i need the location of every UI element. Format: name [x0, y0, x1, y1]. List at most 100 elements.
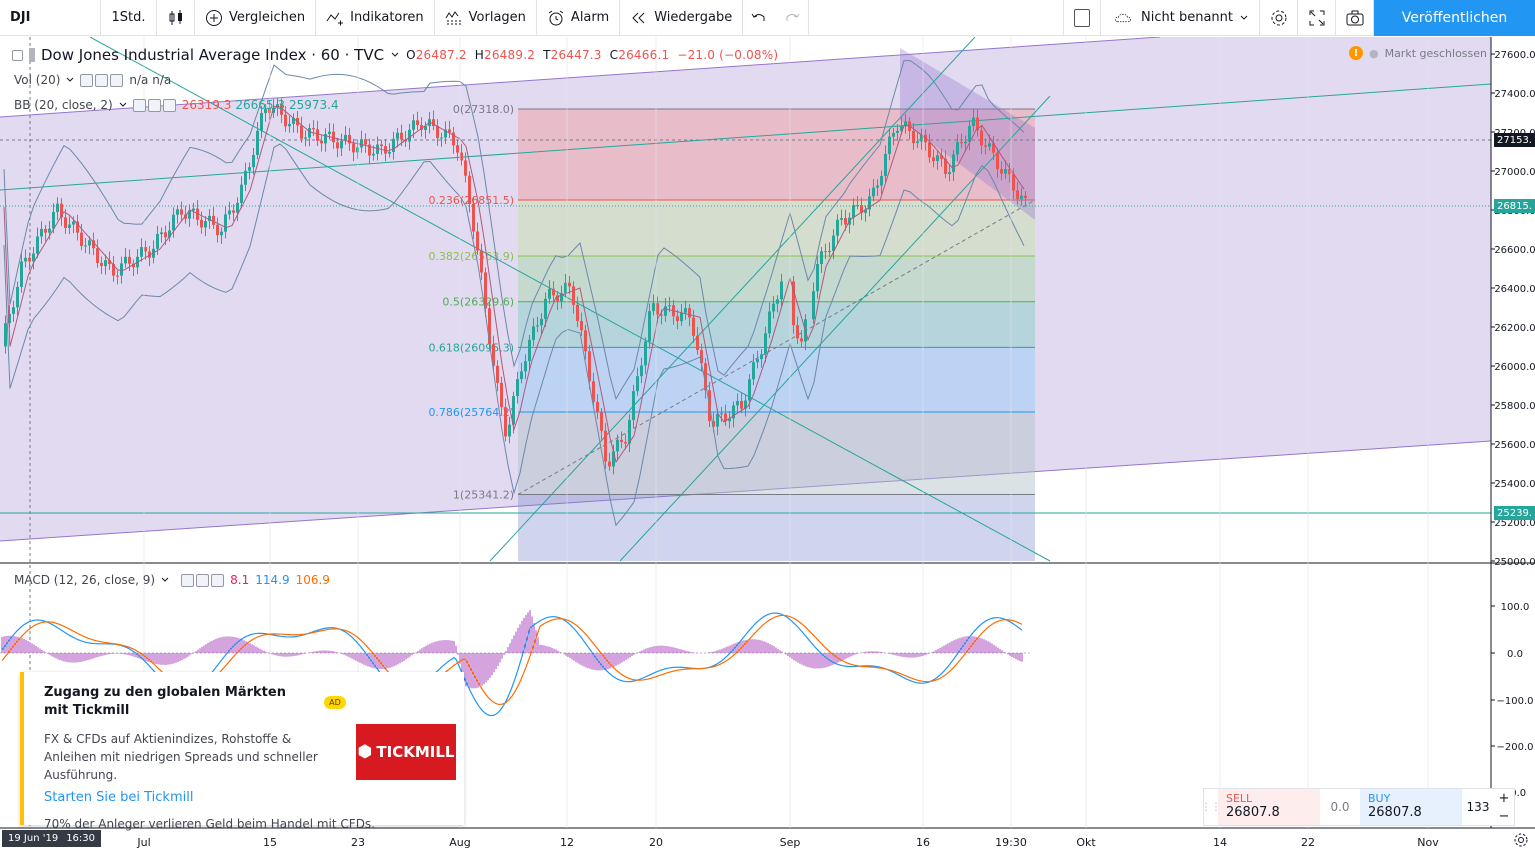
indicator-controls[interactable]	[132, 98, 176, 112]
candle-body	[244, 170, 247, 185]
candle-body	[900, 126, 903, 131]
indicator-controls[interactable]	[80, 73, 124, 87]
candle-body	[752, 362, 755, 380]
candle-body	[236, 202, 239, 213]
candle-body	[36, 236, 39, 254]
candle-body	[472, 203, 475, 232]
fib-level-label: 0(27318.0)	[453, 103, 514, 116]
sell-button[interactable]: SELL 26807.8	[1218, 789, 1320, 825]
candle-body	[724, 413, 727, 422]
chevron-down-icon[interactable]	[390, 48, 400, 62]
time-label: Okt	[1076, 836, 1096, 849]
bb-lower-value: 25973.4	[288, 98, 339, 112]
cloud-icon	[1111, 9, 1135, 27]
candle-body	[492, 344, 495, 366]
candle-body	[476, 231, 479, 251]
layout-name: Nicht benannt	[1141, 10, 1233, 25]
indicators-button[interactable]: Indikatoren	[316, 0, 435, 36]
templates-button[interactable]: Vorlagen	[435, 0, 537, 36]
time-label: Aug	[449, 836, 470, 849]
candle-body	[876, 185, 879, 188]
time-label: 15	[263, 836, 277, 849]
candle-body	[556, 295, 559, 302]
snapshot-button[interactable]	[1336, 0, 1374, 36]
fib-zone	[518, 256, 1035, 302]
candle-body	[588, 351, 591, 382]
bb-legend: BB (20, close, 2) 26319.3 26665.3 25973.…	[14, 98, 339, 112]
gear-icon	[1270, 9, 1288, 27]
candle-body	[308, 128, 311, 138]
candle-body	[112, 264, 115, 276]
symbol-search[interactable]: DJI	[0, 0, 101, 36]
buy-button[interactable]: BUY 26807.8	[1360, 789, 1462, 825]
chart-canvas[interactable]: 0(27318.0) 0.236(26851.5) 0.382(26563.9) 0.…	[0, 37, 1535, 867]
quantity-value[interactable]: 133	[1466, 800, 1490, 814]
candle-body	[168, 230, 171, 238]
candle-body	[812, 291, 815, 320]
undo-button[interactable]	[743, 0, 775, 36]
candle-body	[768, 311, 771, 334]
alert-button[interactable]: Alarm	[537, 0, 621, 36]
candle-body	[560, 293, 563, 302]
collapse-icon[interactable]	[12, 49, 23, 61]
gear-icon[interactable]	[1513, 832, 1529, 848]
fib-level-label: 1(25341.2)	[453, 488, 514, 501]
time-label: 14	[1213, 836, 1227, 849]
candle-body	[984, 145, 987, 147]
compare-button[interactable]: Vergleichen	[195, 0, 317, 36]
flag-icon	[29, 48, 35, 62]
interval-button[interactable]: 1Std.	[101, 0, 157, 36]
candle-body	[992, 143, 995, 153]
ohlc-values: O26487.2 H26489.2 T26447.3 C26466.1 −21.…	[406, 48, 778, 62]
candle-body	[1020, 195, 1023, 200]
candle-body	[856, 205, 859, 207]
candle-body	[500, 382, 503, 408]
macd-axis-label: −200.0	[1496, 742, 1533, 753]
candle-body	[852, 205, 855, 218]
chevron-down-icon[interactable]	[66, 74, 74, 86]
replay-button[interactable]: Wiedergabe	[620, 0, 744, 36]
select-checkbox[interactable]	[1063, 0, 1102, 36]
minus-icon[interactable]: −	[1498, 808, 1510, 824]
candle-body	[484, 272, 487, 309]
crosshair-date: 19 Jun '19	[8, 833, 59, 844]
ad-link[interactable]: Starten Sie bei Tickmill	[44, 790, 194, 805]
price-label: 25200.0	[1494, 518, 1535, 529]
ad-card[interactable]: Zugang zu den globalen Märkten mit Tickm…	[20, 672, 464, 831]
open-value: 26487.2	[415, 48, 467, 62]
camera-icon	[1346, 9, 1364, 27]
candle-body	[64, 217, 67, 228]
drag-handle-icon[interactable]: ⋮⋮	[1201, 801, 1221, 813]
plus-icon[interactable]: +	[1498, 790, 1510, 806]
warning-icon[interactable]: !	[1348, 46, 1363, 60]
volume-label: Vol (20)	[14, 73, 61, 87]
layout-menu[interactable]: Nicht benannt	[1101, 0, 1260, 36]
signal-value: 106.9	[295, 573, 330, 587]
chevron-down-icon[interactable]	[119, 99, 127, 111]
candle-body	[628, 419, 631, 444]
compare-label: Vergleichen	[229, 10, 306, 25]
candle-body	[416, 120, 419, 126]
candle-body	[12, 307, 15, 314]
tickmill-logo[interactable]: ⬢ TICKMILL	[356, 724, 456, 780]
indicator-controls[interactable]	[181, 573, 225, 587]
buy-price: 26807.8	[1368, 805, 1422, 820]
macd-axis-label: 00.0	[1504, 788, 1526, 799]
last-price: 26815.	[1497, 200, 1532, 212]
quantity-stepper[interactable]: + −	[1494, 789, 1514, 825]
chevron-down-icon[interactable]	[161, 574, 169, 586]
publish-button[interactable]: Veröffentlichen	[1374, 0, 1535, 36]
candle-body	[432, 119, 435, 127]
high-value: 26489.2	[484, 48, 536, 62]
chart-type-button[interactable]	[157, 0, 195, 36]
interval-label: 1Std.	[111, 10, 146, 25]
candle-body	[100, 262, 103, 267]
time-label: 12	[560, 836, 574, 849]
candle-body	[60, 203, 63, 218]
candle-body	[336, 142, 339, 149]
fullscreen-button[interactable]	[1298, 0, 1336, 36]
time-label: 20	[649, 836, 663, 849]
redo-button[interactable]	[775, 0, 810, 36]
candle-body	[996, 152, 999, 170]
settings-button[interactable]	[1260, 0, 1298, 36]
